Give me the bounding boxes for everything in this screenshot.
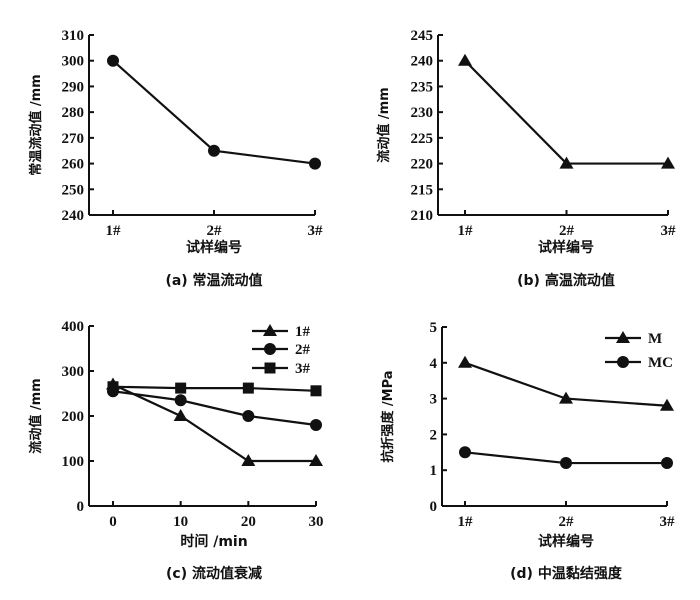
y-tick-label: 290: [62, 79, 85, 95]
y-tick-label: 100: [62, 454, 85, 470]
y-tick-label: 235: [411, 79, 434, 95]
y-tick-label: 300: [62, 364, 85, 380]
x-tick-label: 30: [309, 514, 324, 530]
series-line-1: [112, 390, 317, 427]
y-tick-label: 200: [62, 409, 85, 425]
y-tick-label: 220: [411, 157, 434, 173]
marker-circle-p3-s1-legend: [617, 356, 629, 368]
marker-circle-p0-s0-0: [107, 54, 119, 67]
legend-label: 2#: [295, 342, 311, 358]
y-tick-label: 250: [62, 182, 85, 198]
y-tick-label: 0: [77, 499, 85, 515]
y-tick-label: 280: [62, 105, 85, 121]
marker-circle-p2-s1-legend: [264, 343, 276, 355]
y-tick-label: 240: [62, 208, 85, 224]
x-axis-label: 时间 /min: [180, 533, 247, 550]
marker-triangle-p1-s0-0: [458, 53, 472, 66]
marker-triangle-p1-s0-2: [661, 156, 675, 169]
marker-triangle-p3-s0-0: [458, 355, 472, 368]
series-line-0: [112, 383, 316, 463]
x-tick-label: 1#: [106, 223, 122, 239]
caption: (d) 中温黏结强度: [510, 565, 623, 582]
marker-circle-p2-s1-1: [174, 394, 187, 407]
x-tick-label: 2#: [559, 514, 575, 530]
legend-label: M: [648, 331, 662, 347]
y-tick-label: 270: [62, 131, 85, 147]
y-tick-label: 240: [411, 54, 434, 70]
x-axis-label: 试样编号: [186, 239, 242, 256]
legend-label: MC: [648, 355, 673, 371]
marker-circle-p0-s0-2: [309, 157, 321, 170]
y-tick-label: 245: [411, 28, 434, 44]
marker-square-p2-s2-0: [107, 381, 119, 393]
x-tick-label: 3#: [661, 223, 677, 239]
y-tick-label: 260: [62, 157, 85, 173]
y-tick-label: 3: [430, 392, 438, 408]
x-tick-label: 1#: [458, 514, 474, 530]
panel-a: 240 250 260 270 280 290 300 310 1# 2# 3# 试样编号 (a) 常温…: [28, 28, 323, 289]
marker-square-p2-s2-2: [242, 382, 254, 394]
panel-b: 210 215 220 225 230 235 240 245 1# 2# 3# 试样编号 (b) 高温…: [376, 28, 676, 289]
x-tick-label: 0: [109, 514, 117, 530]
y-tick-label: 215: [411, 182, 434, 198]
marker-triangle-p2-s0-3: [309, 454, 323, 466]
panel-d: 0 1 2 3 4 5 1# 2# 3# 试样编号 (d) 中温黏结强度 抗折强度 /MPa M MC: [380, 320, 675, 582]
marker-triangle-p2-s0-2: [241, 454, 256, 466]
marker-circle-p3-s1-0: [459, 446, 471, 459]
x-tick-label: 20: [241, 514, 256, 530]
x-axis-label: 试样编号: [538, 239, 594, 256]
x-axis-label: 试样编号: [538, 533, 594, 550]
y-tick-label: 5: [430, 320, 438, 336]
series-line-0: [464, 59, 668, 165]
marker-triangle-p2-s0-1: [173, 409, 188, 421]
y-axis-label: 流动值 /mm: [376, 87, 392, 162]
marker-square-p2-s2-1: [175, 382, 187, 394]
panel-c: 0 100 200 300 400 0 10 20 30 时间 /min (c) 流动值衰减 流动值 …: [28, 319, 324, 582]
caption: (a) 常温流动值: [165, 272, 262, 289]
y-axis-label: 抗折强度 /MPa: [380, 370, 396, 462]
x-tick-label: 2#: [207, 223, 223, 239]
y-axis-label: 流动值 /mm: [28, 378, 44, 453]
x-tick-label: 2#: [559, 223, 575, 239]
y-tick-label: 0: [430, 499, 438, 515]
caption: (c) 流动值衰减: [166, 565, 262, 582]
y-tick-label: 4: [430, 356, 438, 372]
y-axis-label: 常温流动值 /mm: [28, 74, 44, 175]
y-tick-label: 2: [430, 427, 438, 443]
marker-square-p2-s2-3: [310, 385, 322, 397]
marker-circle-p3-s1-1: [560, 457, 572, 470]
marker-circle-p3-s1-2: [661, 457, 673, 470]
marker-triangle-p3-s0-1: [559, 391, 573, 404]
y-tick-label: 1: [430, 463, 438, 479]
marker-circle-p2-s1-2: [242, 410, 255, 422]
y-tick-label: 210: [411, 208, 434, 224]
marker-triangle-p3-s0-legend: [616, 331, 630, 343]
marker-triangle-p3-s0-2: [660, 398, 674, 411]
marker-circle-p0-s0-1: [208, 144, 220, 157]
caption: (b) 高温流动值: [517, 272, 615, 289]
marker-circle-p2-s1-3: [310, 419, 322, 431]
y-tick-label: 310: [62, 28, 85, 44]
series-line-2: [112, 385, 317, 392]
x-tick-label: 3#: [660, 514, 676, 530]
y-tick-label: 300: [62, 54, 85, 70]
x-tick-label: 3#: [308, 223, 324, 239]
legend-label: 1#: [295, 324, 311, 340]
legend-label: 3#: [295, 361, 311, 377]
y-tick-label: 230: [411, 105, 434, 121]
x-tick-label: 10: [173, 514, 188, 530]
y-tick-label: 400: [62, 319, 85, 335]
x-tick-label: 1#: [458, 223, 474, 239]
y-tick-label: 225: [411, 131, 434, 147]
marker-triangle-p1-s0-1: [559, 156, 574, 169]
marker-square-p2-s2-legend: [264, 362, 276, 374]
marker-triangle-p2-s0-legend: [263, 324, 277, 336]
